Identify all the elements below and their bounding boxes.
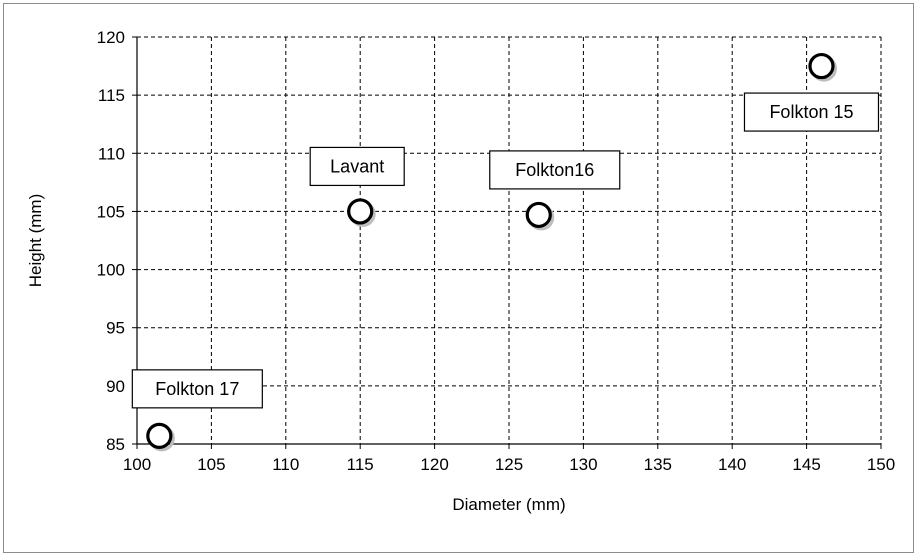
point-label-box [743, 92, 880, 132]
y-tick-label: 90 [106, 377, 125, 396]
point-label: Folkton16 [515, 160, 594, 180]
x-tick-label: 150 [867, 455, 895, 474]
x-tick-label: 135 [644, 455, 672, 474]
y-tick-label: 95 [106, 319, 125, 338]
x-tick-label: 105 [197, 455, 225, 474]
y-tick-label: 105 [97, 202, 125, 221]
x-tick-label: 120 [420, 455, 448, 474]
y-tick-label: 120 [97, 28, 125, 47]
x-tick-label: 100 [123, 455, 151, 474]
x-axis-title: Diameter (mm) [452, 495, 565, 514]
x-tick-label: 145 [792, 455, 820, 474]
data-point [808, 52, 835, 80]
y-tick-label: 110 [98, 144, 125, 163]
point-label-box [309, 146, 405, 187]
tick-labels: 100 105 110 115 120 125 130 135 140 145 150 85 90 95 1… [97, 28, 896, 474]
x-tick-label: 130 [569, 455, 597, 474]
x-tick-label: 115 [347, 455, 374, 474]
y-axis-title: Height (mm) [26, 194, 45, 288]
x-tick-label: 140 [718, 455, 746, 474]
point-labels: Folkton 17 Lavant Folkton16 Folkton 15 [131, 92, 880, 409]
point-label-box [489, 150, 621, 190]
data-point [146, 422, 173, 449]
y-tick-label: 115 [98, 86, 125, 105]
x-tick-label: 110 [272, 455, 299, 474]
point-label: Folkton 15 [769, 102, 853, 122]
point-label: Lavant [330, 156, 384, 176]
x-tick-label: 125 [495, 455, 523, 474]
data-point [347, 198, 374, 225]
point-label-box [131, 369, 263, 409]
y-tick-label: 100 [97, 261, 125, 280]
data-points [146, 52, 837, 452]
y-tick-label: 85 [106, 435, 125, 454]
point-label: Folkton 17 [155, 379, 239, 399]
data-point [525, 201, 552, 229]
